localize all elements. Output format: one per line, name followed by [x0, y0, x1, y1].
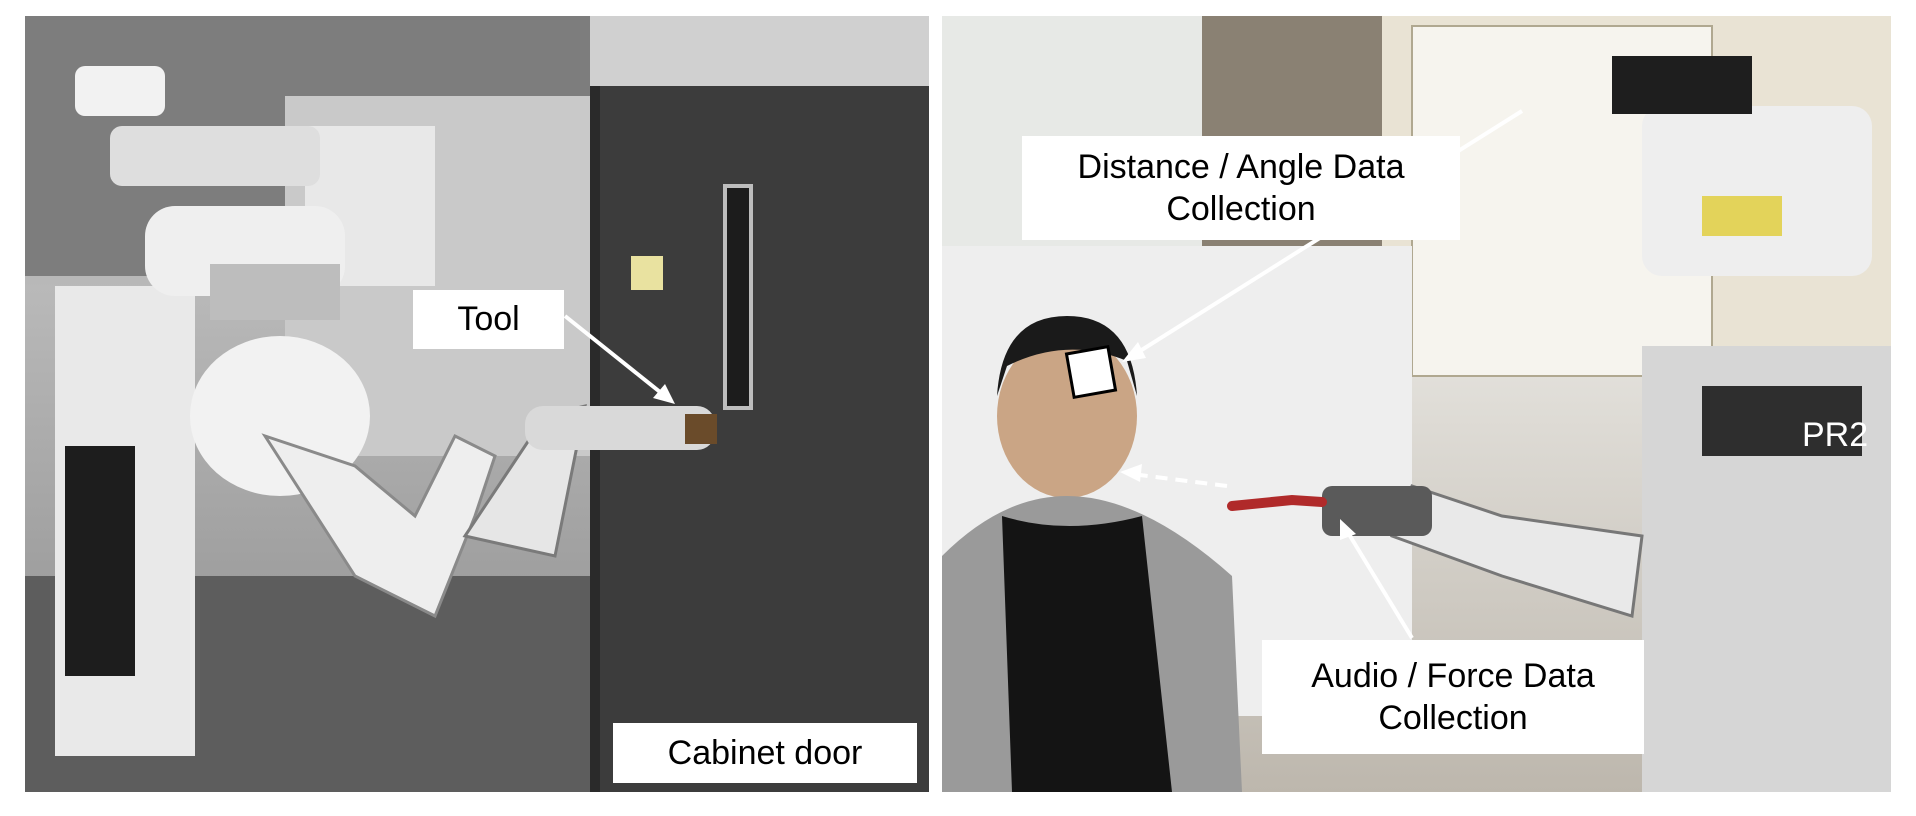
audio-arrow-head	[1340, 519, 1356, 540]
distance-arrow-head	[1122, 342, 1146, 362]
pr2-yellow-sticker	[1702, 196, 1782, 236]
pr2-head	[1642, 106, 1872, 276]
pr2-gripper	[1322, 486, 1432, 536]
person-shirt	[1002, 516, 1172, 792]
robot-upper-arm	[261, 433, 497, 619]
tool-arrow	[563, 314, 667, 398]
cabinet-handle	[723, 184, 753, 410]
pr2-tag-text: PR2	[1802, 416, 1868, 454]
cabinet-door-label: Cabinet door	[613, 723, 917, 783]
person-hair	[997, 316, 1137, 396]
pr2-kinect	[1612, 56, 1752, 114]
tool-tip	[685, 414, 717, 444]
distance-angle-label: Distance / Angle Data Collection	[1022, 136, 1460, 240]
cabinet-top-boxes	[590, 16, 929, 86]
red-sensor-probe	[1227, 494, 1327, 511]
head-marker-tag	[1064, 344, 1118, 400]
tool-label: Tool	[413, 290, 564, 349]
probe-dashed-arrow-head	[1120, 464, 1142, 482]
right-photo-scene: PR2	[942, 16, 1891, 792]
right-photo-panel: PR2 Distance / Angle Data Collection Aud…	[942, 16, 1891, 792]
audio-arrow	[1345, 529, 1414, 640]
audio-force-label: Audio / Force Data Collection	[1262, 640, 1644, 754]
probe-dashed-arrow	[1131, 472, 1228, 488]
robot-camera	[75, 66, 165, 116]
tool-arrow-head	[653, 384, 675, 404]
robot-gripper	[525, 406, 715, 450]
sticky-note	[631, 256, 663, 290]
robot-control-box	[210, 264, 340, 320]
left-photo-scene	[25, 16, 929, 792]
pr2-plate	[1702, 386, 1862, 456]
robot-base-vent	[65, 446, 135, 676]
left-photo-panel: Tool Cabinet door	[25, 16, 929, 792]
robot-sensor-head	[110, 126, 320, 186]
